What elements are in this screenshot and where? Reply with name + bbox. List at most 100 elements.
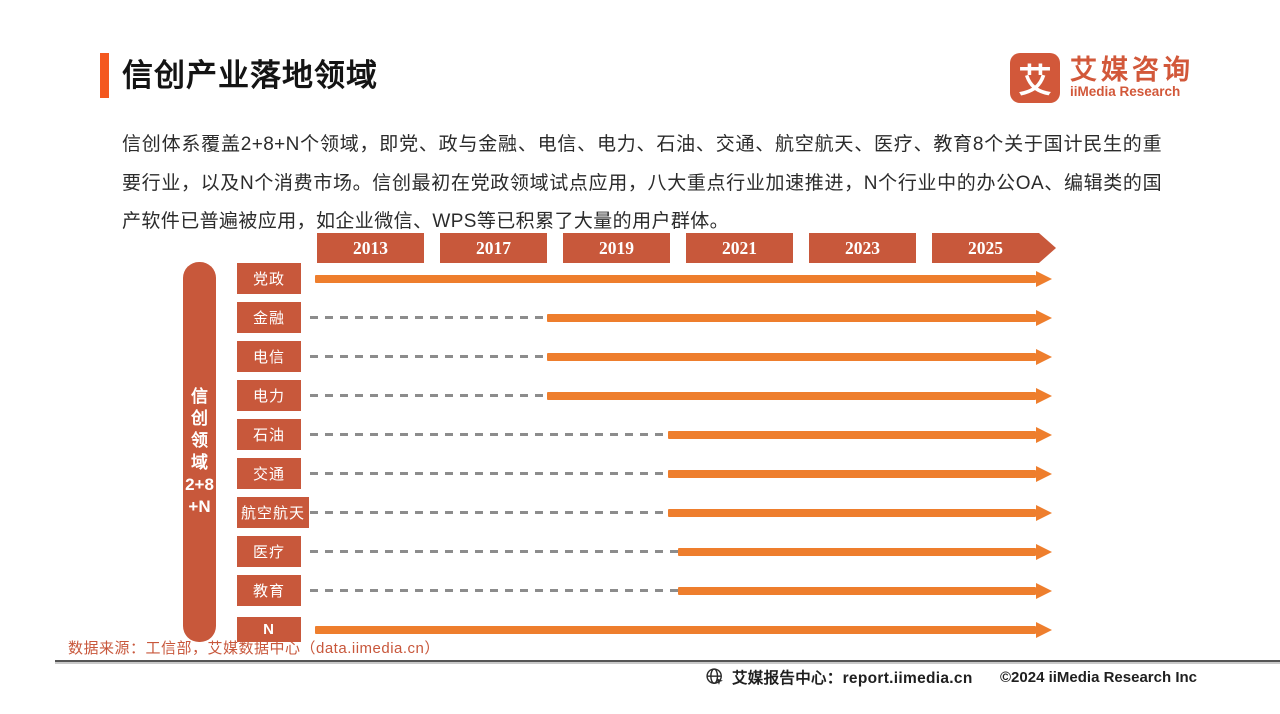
- solid-arrow: [547, 313, 1036, 322]
- arrow-head-icon: [1036, 348, 1052, 365]
- logo-name-cn: 艾媒咨询: [1070, 55, 1194, 85]
- arrow-head-icon: [1036, 426, 1052, 443]
- axis-bar: 信创领域 2+8 +N: [183, 262, 216, 642]
- row-label-cell: 石油: [237, 419, 310, 450]
- year-banner: 2023: [809, 233, 916, 263]
- dashed-segment: [310, 316, 547, 319]
- row-label: N: [237, 617, 301, 642]
- row-label-cell: 医疗: [237, 536, 310, 567]
- solid-arrow: [315, 274, 1036, 283]
- solid-arrow: [547, 352, 1036, 361]
- row-label: 电力: [237, 380, 301, 411]
- row-label: 石油: [237, 419, 301, 450]
- solid-arrow: [678, 586, 1036, 595]
- dashed-segment: [310, 511, 668, 514]
- solid-arrow: [315, 625, 1036, 634]
- row-label: 教育: [237, 575, 301, 606]
- logo-text: 艾媒咨询 iiMedia Research: [1070, 56, 1194, 100]
- timeline-row: 交通: [237, 458, 1052, 489]
- timeline-row: 金融: [237, 302, 1052, 333]
- axis-label-line: 2+8: [185, 475, 214, 494]
- timeline-row: N: [237, 614, 1052, 645]
- year-banner: 2017: [440, 233, 547, 263]
- row-label-cell: 航空航天: [237, 497, 310, 528]
- arrow-head-icon: [1036, 621, 1052, 638]
- arrow-head-icon: [1036, 309, 1052, 326]
- timeline-row: 石油: [237, 419, 1052, 450]
- row-label: 交通: [237, 458, 301, 489]
- row-track: [310, 302, 1052, 333]
- intro-paragraph: 信创体系覆盖2+8+N个领域，即党、政与金融、电信、电力、石油、交通、航空航天、…: [122, 134, 1162, 232]
- row-label: 金融: [237, 302, 301, 333]
- row-track: [310, 497, 1052, 528]
- report-center-label: 艾媒报告中心：report.iimedia.cn: [732, 670, 973, 687]
- axis-label-line: 创: [191, 409, 208, 428]
- solid-arrow: [668, 430, 1036, 439]
- timeline-row: 电力: [237, 380, 1052, 411]
- row-label: 医疗: [237, 536, 301, 567]
- row-track: [310, 614, 1052, 645]
- axis-label: 信创领域 2+8 +N: [185, 386, 214, 518]
- timeline-row: 电信: [237, 341, 1052, 372]
- row-label-cell: N: [237, 617, 310, 642]
- dashed-segment: [310, 394, 547, 397]
- timeline-row: 航空航天: [237, 497, 1052, 528]
- arrow-head-icon: [1036, 543, 1052, 560]
- axis-label-line: +N: [188, 497, 211, 516]
- dashed-segment: [310, 472, 668, 475]
- solid-arrow: [547, 391, 1036, 400]
- axis-label-line: 信: [191, 387, 208, 406]
- dashed-segment: [310, 355, 547, 358]
- row-label: 航空航天: [237, 497, 310, 528]
- row-label-cell: 教育: [237, 575, 310, 606]
- report-center: 艾媒报告中心：report.iimedia.cn: [705, 666, 973, 688]
- timeline-row: 党政: [237, 263, 1052, 294]
- timeline-row: 医疗: [237, 536, 1052, 567]
- logo-mark-icon: 艾: [1010, 53, 1060, 103]
- row-track: [310, 380, 1052, 411]
- solid-arrow: [668, 469, 1036, 478]
- timeline-rows: 党政金融电信电力石油交通航空航天医疗教育 N: [237, 263, 1052, 653]
- timeline-years: 2013 2017 2019 2021 2023 2025: [317, 233, 1056, 263]
- row-track: [310, 458, 1052, 489]
- solid-arrow: [678, 547, 1036, 556]
- dashed-segment: [310, 433, 668, 436]
- row-label-cell: 交通: [237, 458, 310, 489]
- arrow-head-icon: [1036, 270, 1052, 287]
- year-banner: 2019: [563, 233, 670, 263]
- year-banner: 2025: [932, 233, 1056, 263]
- solid-arrow: [668, 508, 1036, 517]
- row-track: [310, 536, 1052, 567]
- row-track: [310, 575, 1052, 606]
- row-label: 电信: [237, 341, 301, 372]
- arrow-head-icon: [1036, 387, 1052, 404]
- globe-cursor-icon: [705, 667, 725, 687]
- timeline-row: 教育: [237, 575, 1052, 606]
- footer-divider: [55, 660, 1280, 662]
- arrow-head-icon: [1036, 465, 1052, 482]
- title-accent-bar: [100, 53, 109, 98]
- source-note: 数据来源：工信部，艾媒数据中心（data.iimedia.cn）: [68, 640, 440, 657]
- logo-name-en: iiMedia Research: [1070, 84, 1181, 99]
- row-track: [310, 419, 1052, 450]
- year-banner: 2021: [686, 233, 793, 263]
- axis-label-line: 领: [191, 431, 208, 450]
- arrow-head-icon: [1036, 582, 1052, 599]
- year-banner: 2013: [317, 233, 424, 263]
- axis-label-line: 域: [191, 453, 208, 472]
- row-label-cell: 电力: [237, 380, 310, 411]
- arrow-head-icon: [1036, 504, 1052, 521]
- row-label-cell: 党政: [237, 263, 310, 294]
- row-label-cell: 金融: [237, 302, 310, 333]
- company-logo: 艾 艾媒咨询 iiMedia Research: [1010, 53, 1194, 103]
- row-track: [310, 341, 1052, 372]
- copyright-label: ©2024 iiMedia Research Inc: [1000, 669, 1197, 686]
- dashed-segment: [310, 589, 678, 592]
- row-label: 党政: [237, 263, 301, 294]
- row-label-cell: 电信: [237, 341, 310, 372]
- row-track: [310, 263, 1052, 294]
- page-title: 信创产业落地领域: [122, 58, 378, 93]
- dashed-segment: [310, 550, 678, 553]
